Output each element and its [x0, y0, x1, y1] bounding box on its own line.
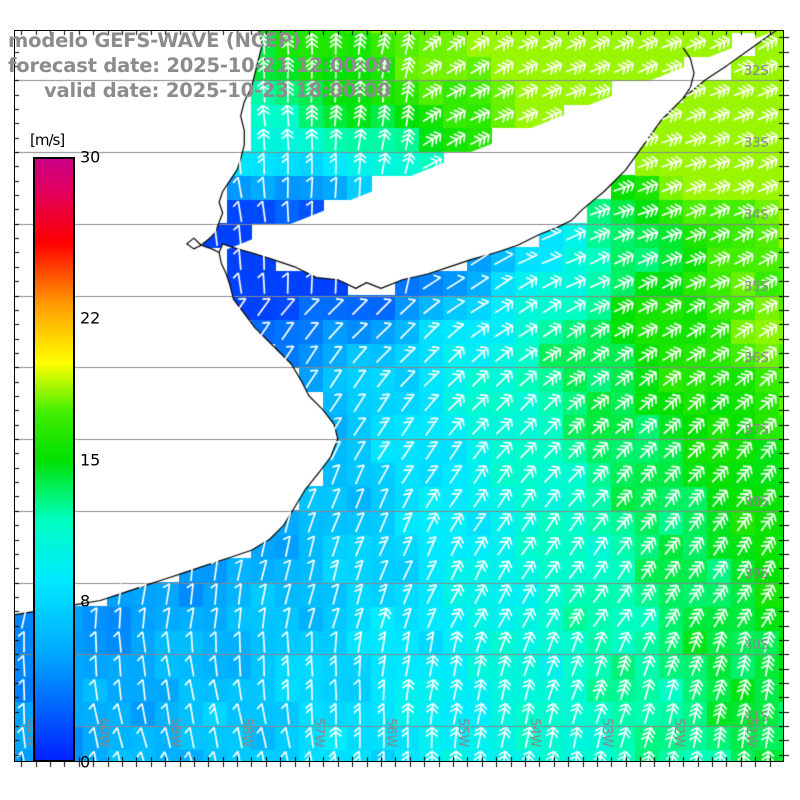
- lon-tick-label-60W: 60W: [95, 718, 111, 748]
- lat-tick-label-40S: 40S: [744, 638, 769, 654]
- colorbar-tick-0: 0: [80, 752, 91, 772]
- lat-tick-label-41S: 41S: [744, 710, 769, 726]
- lon-tick-label-57W: 57W: [311, 718, 327, 748]
- map-title-block: modelo GEFS-WAVE (NCEP) forecast date: 2…: [0, 28, 520, 103]
- lat-tick-label-39S: 39S: [744, 566, 769, 582]
- lon-tick-label-54W: 54W: [527, 718, 543, 748]
- lon-tick-label-58W: 58W: [239, 718, 255, 748]
- lat-tick-label-33S: 33S: [744, 136, 769, 151]
- valid-date-label: valid date: 2025-10-23 18:00:00: [44, 79, 391, 102]
- lat-tick-label-38S: 38S: [744, 494, 769, 510]
- colorbar-tick-15: 15: [80, 450, 101, 469]
- lon-tick-label-53W: 53W: [599, 718, 615, 748]
- colorbar-unit-label: [m/s]: [30, 131, 65, 149]
- forecast-date-label: forecast date: 2025-10-21 12:00:00: [8, 54, 392, 77]
- lat-tick-label-35S: 35S: [744, 279, 769, 295]
- colorbar-gradient: [35, 159, 73, 760]
- colorbar[interactable]: [33, 157, 75, 762]
- colorbar-tick-8: 8: [80, 591, 91, 611]
- lon-tick-label-56W: 56W: [383, 718, 399, 748]
- lat-tick-label-32S: 32S: [744, 64, 769, 80]
- lon-tick-label-52W: 52W: [671, 718, 687, 748]
- lat-tick-label-36S: 36S: [744, 351, 769, 367]
- colorbar-tick-30: 30: [80, 147, 101, 167]
- lat-tick-label-37S: 37S: [744, 423, 769, 439]
- colorbar-tick-22: 22: [80, 308, 101, 328]
- lat-tick-label-34S: 34S: [744, 207, 769, 223]
- lon-tick-label-59W: 59W: [167, 718, 183, 748]
- model-title: modelo GEFS-WAVE (NCEP): [8, 29, 301, 52]
- lon-tick-label-55W: 55W: [455, 718, 471, 748]
